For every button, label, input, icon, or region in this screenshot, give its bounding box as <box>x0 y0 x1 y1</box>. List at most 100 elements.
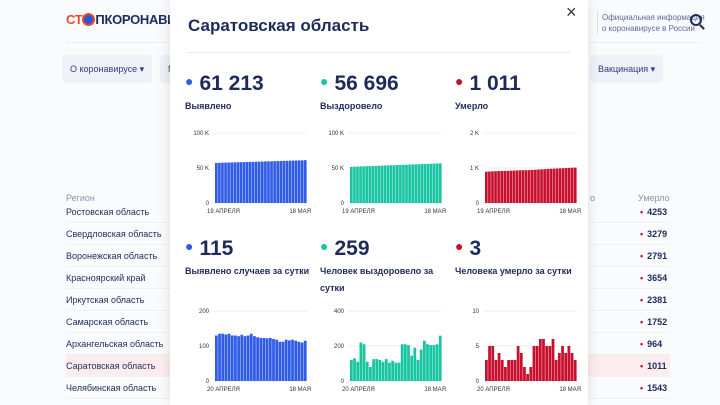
bar[interactable] <box>526 374 530 381</box>
bar[interactable] <box>240 334 244 381</box>
bar[interactable] <box>403 344 407 381</box>
bar[interactable] <box>429 345 433 381</box>
bar[interactable] <box>284 339 288 381</box>
bar[interactable] <box>491 346 495 381</box>
bar[interactable] <box>497 353 501 381</box>
official-info-link[interactable]: Официальная информация о коронавирусе в Р… <box>597 12 705 34</box>
bar[interactable] <box>291 339 294 381</box>
bar[interactable] <box>426 344 429 381</box>
bar[interactable] <box>400 344 404 381</box>
bar[interactable] <box>265 338 269 381</box>
bar[interactable] <box>362 166 365 203</box>
bar[interactable] <box>506 170 510 203</box>
bar[interactable] <box>273 161 276 203</box>
bar[interactable] <box>276 161 279 203</box>
bar[interactable] <box>509 170 513 203</box>
bar[interactable] <box>288 160 292 203</box>
bar[interactable] <box>548 346 552 381</box>
bar[interactable] <box>359 166 362 203</box>
bar[interactable] <box>285 160 289 203</box>
bar[interactable] <box>368 166 372 203</box>
bar[interactable] <box>429 163 433 203</box>
bar[interactable] <box>227 162 230 203</box>
bar[interactable] <box>518 170 522 203</box>
bar[interactable] <box>485 171 488 203</box>
bar[interactable] <box>521 170 525 203</box>
bar[interactable] <box>529 367 533 381</box>
bar[interactable] <box>245 161 249 203</box>
bar[interactable] <box>532 346 536 381</box>
bar[interactable] <box>236 162 240 203</box>
bar[interactable] <box>261 161 264 203</box>
bar[interactable] <box>555 168 559 203</box>
bar[interactable] <box>561 168 565 203</box>
bar[interactable] <box>534 169 537 203</box>
bar[interactable] <box>438 163 442 203</box>
bar[interactable] <box>558 168 562 203</box>
nav-about[interactable]: О коронавирусе ▾ <box>62 55 153 83</box>
bar[interactable] <box>353 358 356 381</box>
bar[interactable] <box>513 360 517 381</box>
bar[interactable] <box>488 346 491 381</box>
bar[interactable] <box>383 165 387 203</box>
bar[interactable] <box>552 168 556 203</box>
bar[interactable] <box>248 161 252 203</box>
bar[interactable] <box>278 341 282 381</box>
bar[interactable] <box>510 360 514 381</box>
bar[interactable] <box>546 168 549 203</box>
bar[interactable] <box>554 360 558 381</box>
bar[interactable] <box>233 162 237 203</box>
bar[interactable] <box>402 164 405 203</box>
bar[interactable] <box>297 341 301 381</box>
bar[interactable] <box>432 345 436 381</box>
logo[interactable]: СТ ПКОРОНАВИ <box>66 12 177 27</box>
search-icon[interactable] <box>690 14 702 26</box>
bar[interactable] <box>540 169 543 203</box>
bar[interactable] <box>254 161 258 203</box>
bar[interactable] <box>218 162 221 203</box>
bar[interactable] <box>294 340 298 381</box>
bar[interactable] <box>512 170 516 203</box>
bar[interactable] <box>375 359 379 381</box>
bar[interactable] <box>391 360 395 381</box>
bar[interactable] <box>537 169 540 203</box>
bar[interactable] <box>224 162 227 203</box>
bar[interactable] <box>392 165 396 203</box>
bar[interactable] <box>527 170 531 203</box>
bar[interactable] <box>515 170 519 203</box>
bar[interactable] <box>218 333 221 381</box>
bar[interactable] <box>567 346 571 381</box>
bar[interactable] <box>410 355 414 381</box>
bar[interactable] <box>230 335 234 382</box>
bar[interactable] <box>291 160 295 203</box>
bar[interactable] <box>374 165 378 203</box>
bar[interactable] <box>237 336 240 381</box>
bar[interactable] <box>249 333 253 381</box>
bar[interactable] <box>234 335 237 382</box>
bar[interactable] <box>259 337 263 381</box>
bar[interactable] <box>282 160 286 203</box>
bar[interactable] <box>423 163 427 203</box>
bar[interactable] <box>407 345 410 381</box>
bar[interactable] <box>432 163 436 203</box>
bar[interactable] <box>397 362 401 381</box>
bar[interactable] <box>221 162 224 203</box>
bar[interactable] <box>435 344 439 381</box>
bar[interactable] <box>405 164 408 203</box>
bar[interactable] <box>545 346 549 381</box>
bar[interactable] <box>384 359 388 381</box>
bar[interactable] <box>365 166 368 203</box>
bar[interactable] <box>504 367 507 381</box>
bar[interactable] <box>535 346 539 381</box>
bar[interactable] <box>394 362 398 381</box>
bar[interactable] <box>253 336 256 381</box>
bar[interactable] <box>414 164 418 203</box>
bar[interactable] <box>557 353 561 381</box>
bar[interactable] <box>378 360 382 381</box>
bar[interactable] <box>389 165 393 203</box>
bar[interactable] <box>488 171 491 204</box>
bar[interactable] <box>362 344 366 381</box>
bar[interactable] <box>350 166 353 203</box>
bar[interactable] <box>570 353 574 381</box>
bar[interactable] <box>377 165 381 203</box>
